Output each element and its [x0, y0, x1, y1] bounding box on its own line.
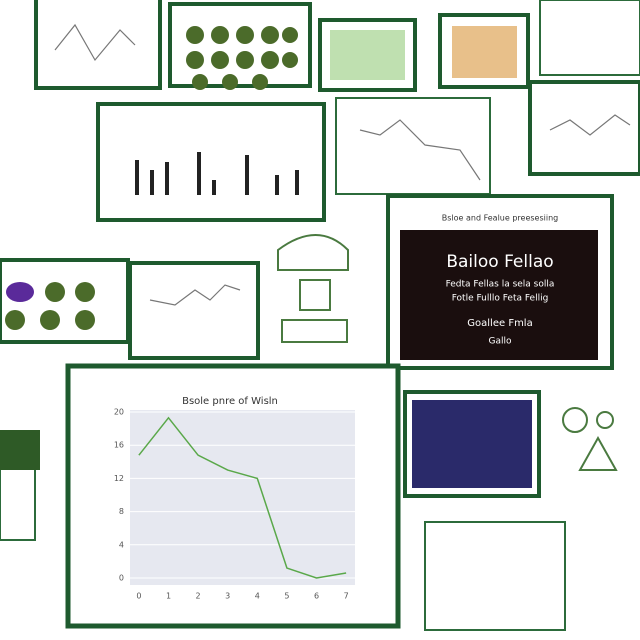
y-tick-label: 8	[119, 507, 124, 516]
x-tick-label: 6	[314, 592, 319, 601]
data-line	[138, 416, 347, 579]
x-tick-label: 5	[284, 592, 289, 601]
plot-area	[130, 410, 355, 585]
x-tick-label: 1	[166, 592, 171, 601]
chart-title: Bsole pnre of Wisln	[182, 396, 278, 407]
x-tick-label: 2	[196, 592, 201, 601]
y-tick-label: 12	[114, 474, 124, 483]
y-tick-label: 0	[119, 574, 124, 583]
dark-line: Fedta Fellas la sela solla	[446, 280, 555, 290]
dark-line: Gallo	[489, 337, 512, 347]
x-tick-label: 3	[225, 592, 230, 601]
dark-panel-text: Bailoo Fellao Fedta Fellas la sela solla…	[446, 252, 555, 347]
dark-line: Fotle Fulllo Feta Fellig	[452, 294, 549, 304]
y-tick-label: 20	[114, 408, 124, 417]
dark-line: Bailoo Fellao	[446, 252, 553, 272]
x-tick-label: 0	[136, 592, 141, 601]
y-tick-label: 16	[114, 441, 124, 450]
dark-panel-header: Bsloe and Fealue preesesiing	[442, 214, 558, 223]
dark-line: Goallee Fmla	[467, 318, 532, 329]
x-tick-label: 7	[344, 592, 349, 601]
x-tick-label: 4	[255, 592, 260, 601]
y-tick-label: 4	[119, 540, 124, 549]
dark-panel-body	[400, 230, 598, 360]
